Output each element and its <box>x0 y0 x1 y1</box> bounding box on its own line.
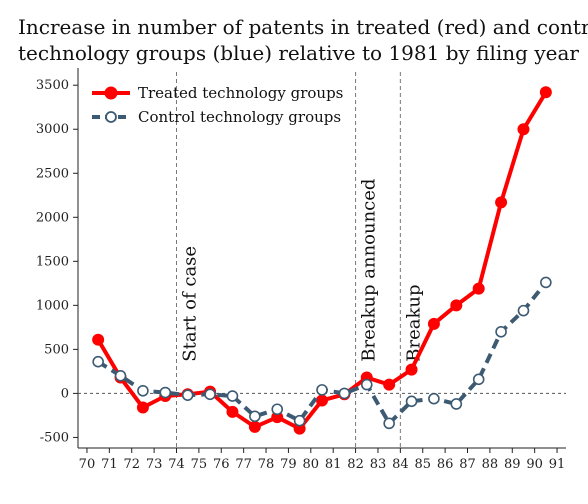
y-tick-label: 1500 <box>36 254 69 269</box>
data-point-control <box>293 414 306 427</box>
data-point-control <box>450 398 463 410</box>
x-tick-label: 85 <box>414 457 431 472</box>
x-tick-label: 82 <box>347 457 364 472</box>
x-tick-label: 89 <box>504 457 521 472</box>
data-point-treated <box>517 123 530 136</box>
chart-title-line-1: Increase in number of patents in treated… <box>18 15 588 39</box>
x-tick-label: 88 <box>482 457 499 472</box>
data-point-control <box>159 386 172 399</box>
data-point-control <box>472 373 485 386</box>
x-tick-label: 73 <box>146 457 163 472</box>
event-label: Start of case <box>179 246 200 362</box>
x-tick-label: 76 <box>213 457 230 472</box>
legend-marker-control <box>105 111 117 123</box>
x-tick-label: 79 <box>280 457 297 472</box>
data-point-control <box>316 384 328 396</box>
x-tick-label: 74 <box>168 457 185 472</box>
x-tick-label: 77 <box>235 457 252 472</box>
x-tick-label: 81 <box>325 457 342 472</box>
data-point-treated <box>316 394 328 407</box>
data-point-control <box>540 276 552 289</box>
data-point-treated <box>92 333 105 346</box>
data-point-control <box>92 355 104 368</box>
data-point-control <box>383 417 395 430</box>
y-tick-label: 1000 <box>36 298 69 313</box>
y-tick-label: 3000 <box>36 122 69 137</box>
data-point-treated <box>136 401 149 414</box>
data-point-control <box>428 392 440 405</box>
plot-area: -500 0 500 1000 1500 2000 2500 3000 3500 70 71 72 73… <box>36 68 566 472</box>
x-tick-label: 87 <box>459 457 476 472</box>
data-point-treated <box>383 378 396 391</box>
data-point-treated <box>226 405 239 418</box>
data-point-control <box>114 369 127 382</box>
x-tick-label: 91 <box>549 457 566 472</box>
chart-title: Increase in number of patents in treated… <box>18 15 588 65</box>
x-tick-label: 86 <box>437 457 454 472</box>
data-point-control <box>495 325 507 338</box>
data-point-control <box>360 378 373 391</box>
data-point-control <box>249 410 261 423</box>
x-tick-label: 84 <box>392 457 409 472</box>
chart-title-line-2: technology groups (blue) relative to 198… <box>18 41 579 65</box>
y-tick-label: 0 <box>61 386 69 401</box>
y-tick-label: -500 <box>40 430 69 445</box>
x-tick-label: 71 <box>101 457 118 472</box>
x-tick-label: 75 <box>191 457 208 472</box>
legend-label-treated: Treated technology groups <box>138 84 343 102</box>
data-point-treated <box>427 317 440 330</box>
data-point-control <box>338 387 351 400</box>
y-tick-label: 2500 <box>36 166 69 181</box>
legend-label-control: Control technology groups <box>138 108 341 126</box>
data-point-treated <box>495 196 508 209</box>
data-point-treated <box>539 86 552 99</box>
data-point-treated <box>405 363 418 376</box>
data-point-control <box>204 388 216 401</box>
legend: Treated technology groups Control techno… <box>92 84 343 126</box>
data-point-control <box>405 395 418 408</box>
x-tick-label: 83 <box>370 457 387 472</box>
x-tick-label: 90 <box>526 457 543 472</box>
x-tick-label: 70 <box>79 457 96 472</box>
event-label: Breakup announced <box>359 179 380 362</box>
x-tick-label: 80 <box>303 457 320 472</box>
legend-marker-treated <box>104 86 118 100</box>
y-tick-label: 500 <box>44 342 69 357</box>
data-point-control <box>517 304 530 317</box>
data-point-control <box>271 403 284 416</box>
event-label: Breakup <box>403 284 424 361</box>
x-tick-label: 78 <box>258 457 275 472</box>
x-tick-label: 72 <box>123 457 140 472</box>
data-point-control <box>226 390 239 402</box>
y-tick-label: 3500 <box>36 78 69 93</box>
data-point-control <box>137 384 149 397</box>
data-point-control <box>181 389 194 401</box>
data-point-treated <box>472 282 485 295</box>
data-point-treated <box>248 420 261 433</box>
data-point-treated <box>450 299 463 312</box>
y-tick-label: 2000 <box>36 210 69 225</box>
